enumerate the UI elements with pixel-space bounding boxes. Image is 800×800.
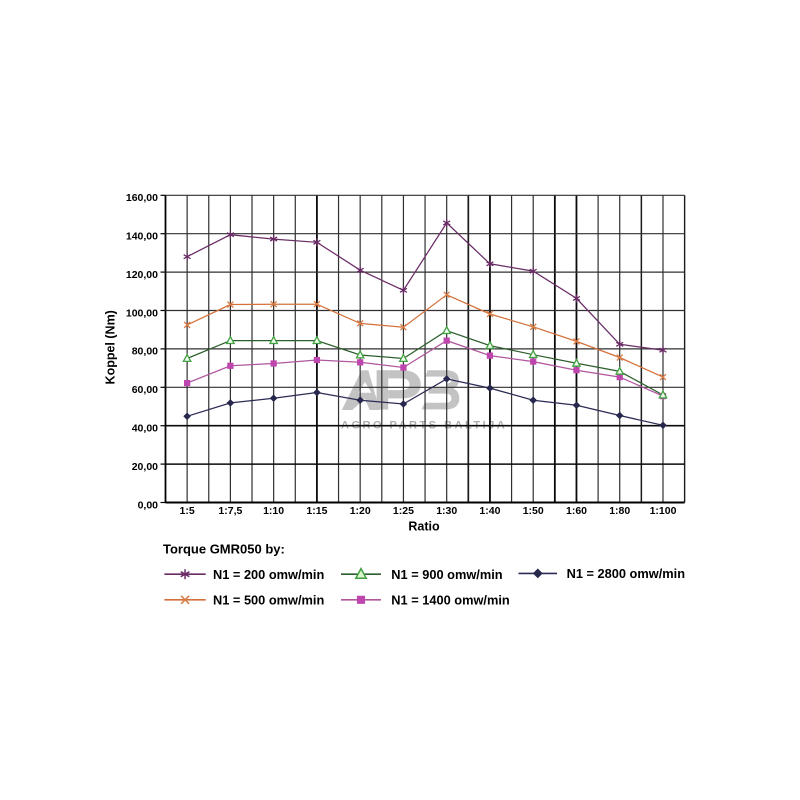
svg-text:1:30: 1:30 (436, 505, 457, 517)
svg-text:Koppel (Nm): Koppel (Nm) (104, 310, 118, 384)
svg-text:0,00: 0,00 (138, 499, 159, 511)
svg-text:100,00: 100,00 (126, 307, 158, 319)
svg-text:1:20: 1:20 (350, 505, 371, 517)
svg-text:N1 = 500 omw/min: N1 = 500 omw/min (213, 592, 324, 607)
svg-text:80,00: 80,00 (132, 346, 158, 358)
svg-text:140,00: 140,00 (126, 231, 158, 243)
svg-text:160,00: 160,00 (126, 192, 158, 204)
svg-text:1:15: 1:15 (306, 505, 327, 517)
svg-text:N1 = 2800 omw/min: N1 = 2800 omw/min (567, 566, 686, 581)
svg-text:1:7,5: 1:7,5 (218, 505, 242, 517)
svg-text:1:40: 1:40 (479, 505, 500, 517)
svg-text:40,00: 40,00 (132, 423, 158, 435)
svg-text:120,00: 120,00 (126, 269, 158, 281)
svg-text:1:50: 1:50 (523, 505, 544, 517)
svg-text:60,00: 60,00 (132, 384, 158, 396)
svg-text:Ratio: Ratio (408, 520, 440, 534)
svg-text:1:100: 1:100 (650, 505, 677, 517)
svg-text:20,00: 20,00 (132, 461, 158, 473)
svg-text:1:25: 1:25 (393, 505, 414, 517)
svg-text:N1 = 900 omw/min: N1 = 900 omw/min (391, 567, 502, 582)
svg-text:1:60: 1:60 (566, 505, 587, 517)
svg-text:N1 = 1400 omw/min: N1 = 1400 omw/min (391, 592, 510, 607)
svg-text:1:80: 1:80 (609, 505, 630, 517)
svg-text:N1 = 200 omw/min: N1 = 200 omw/min (213, 567, 324, 582)
svg-text:Torque GMR050 by:: Torque GMR050 by: (163, 542, 285, 557)
svg-text:1:10: 1:10 (263, 505, 284, 517)
svg-text:1:5: 1:5 (180, 505, 195, 517)
